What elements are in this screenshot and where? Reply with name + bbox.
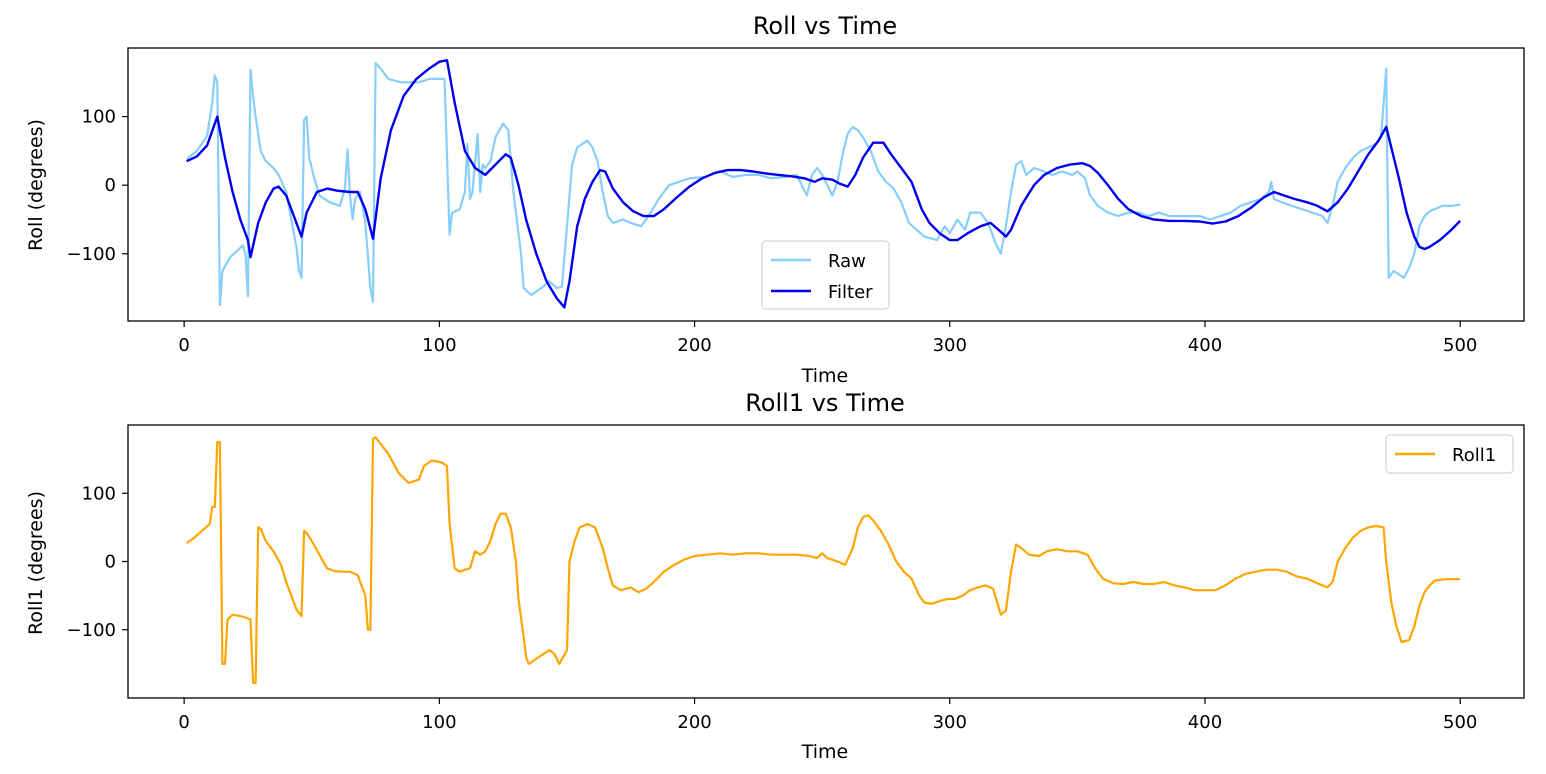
y-axis-label: Roll1 (degrees): [25, 491, 47, 635]
y-tick-label: −100: [67, 244, 116, 265]
roll1-vs-time-chart: Roll1 vs Time Time Roll1 (degrees) 0 100 2…: [25, 389, 1525, 763]
y-tick-label: 100: [82, 107, 116, 128]
plot-frame: [127, 424, 1525, 699]
series-line-roll1: [186, 436, 1461, 685]
x-tick-label: 500: [1443, 712, 1477, 733]
legend-label: Filter: [828, 282, 873, 303]
x-tick-label: 0: [178, 335, 189, 356]
series-line-filter: [186, 59, 1462, 309]
legend-box: [1385, 434, 1514, 474]
x-tick-label: 0: [178, 712, 189, 733]
y-tick-label: −100: [67, 620, 116, 641]
y-tick-label: 100: [82, 483, 116, 504]
x-axis-label: Time: [801, 365, 849, 387]
y-axis-label: Roll (degrees): [25, 119, 47, 251]
y-tick-label: 0: [105, 552, 116, 573]
legend-label: Roll1: [1452, 445, 1496, 466]
y-tick-label: 0: [105, 175, 116, 196]
x-tick-label: 300: [933, 335, 967, 356]
series-line-raw: [186, 62, 1461, 307]
chart-title: Roll vs Time: [753, 12, 897, 40]
chart-title: Roll1 vs Time: [745, 389, 905, 417]
x-axis-label: Time: [801, 741, 849, 763]
legend-label: Raw: [828, 251, 866, 272]
x-tick-label: 200: [677, 712, 711, 733]
plot-frame: [127, 47, 1525, 322]
roll-vs-time-chart: Roll vs Time Time Roll (degrees) 0 100 200…: [25, 12, 1525, 387]
x-tick-label: 300: [933, 712, 967, 733]
x-tick-label: 400: [1188, 335, 1222, 356]
x-tick-label: 500: [1443, 335, 1477, 356]
x-tick-label: 100: [422, 712, 456, 733]
x-tick-label: 400: [1188, 712, 1222, 733]
x-tick-label: 100: [422, 335, 456, 356]
x-tick-label: 200: [677, 335, 711, 356]
